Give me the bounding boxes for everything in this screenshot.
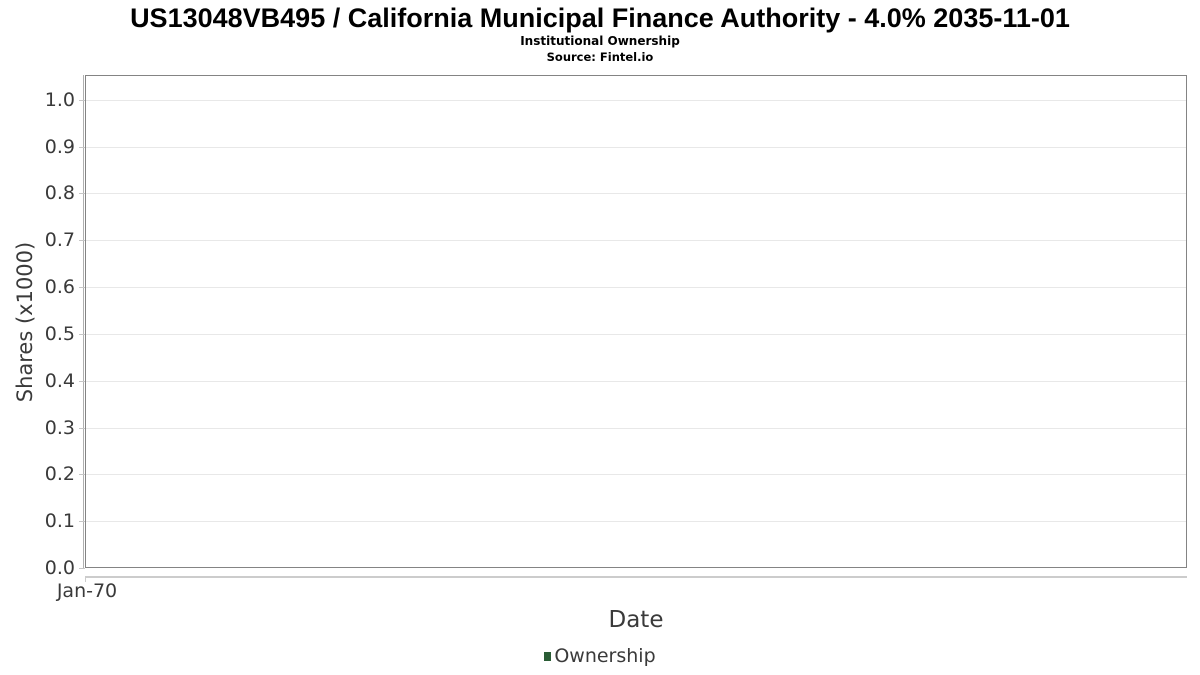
- y-axis-tick-label: 0.1: [44, 510, 75, 532]
- plot-area: [85, 75, 1187, 568]
- y-axis-tick-label: 0.8: [44, 182, 75, 204]
- y-gridline: [86, 193, 1186, 194]
- y-gridline: [86, 100, 1186, 101]
- x-axis-line: [85, 576, 1187, 578]
- y-axis-tick-label: 0.7: [44, 229, 75, 251]
- legend-item-label: Ownership: [554, 645, 656, 667]
- y-axis-tick: [79, 240, 85, 241]
- chart-source-label: Source: Fintel.io: [546, 50, 654, 64]
- chart-subtitle: Institutional Ownership: [520, 34, 680, 48]
- y-axis-tick: [79, 568, 85, 569]
- y-axis-tick: [79, 474, 85, 475]
- y-axis-tick-label: 0.3: [44, 417, 75, 439]
- y-axis-tick-label: 0.4: [44, 370, 75, 392]
- chart-title: US13048VB495 / California Municipal Fina…: [130, 3, 1070, 33]
- y-axis-tick-label: 0.9: [44, 136, 75, 158]
- x-axis-tick: [85, 576, 86, 582]
- x-axis-label: Date: [608, 607, 664, 633]
- y-gridline: [86, 521, 1186, 522]
- y-axis-tick-label: 0.5: [44, 323, 75, 345]
- y-axis-tick: [79, 381, 85, 382]
- legend-swatch-icon: [544, 651, 552, 661]
- y-gridline: [86, 428, 1186, 429]
- y-gridline: [86, 147, 1186, 148]
- y-axis-tick: [79, 428, 85, 429]
- y-axis-tick-label: 0.6: [44, 276, 75, 298]
- y-axis-tick-label: 1.0: [44, 89, 75, 111]
- y-gridline: [86, 334, 1186, 335]
- y-gridline: [86, 381, 1186, 382]
- y-gridline: [86, 474, 1186, 475]
- y-axis-tick-label: 0.2: [44, 463, 75, 485]
- y-axis-tick: [79, 334, 85, 335]
- y-gridline: [86, 240, 1186, 241]
- y-axis-tick: [79, 521, 85, 522]
- y-axis-tick: [79, 287, 85, 288]
- y-axis-line: [83, 75, 84, 568]
- y-axis-tick: [79, 193, 85, 194]
- legend-item-ownership[interactable]: Ownership: [544, 645, 656, 667]
- y-axis-tick: [79, 147, 85, 148]
- legend: Ownership: [0, 645, 1200, 667]
- y-axis-tick: [79, 100, 85, 101]
- y-gridline: [86, 287, 1186, 288]
- y-axis-tick-label: 0.0: [44, 557, 75, 579]
- x-axis-tick-label: Jan-70: [56, 580, 118, 602]
